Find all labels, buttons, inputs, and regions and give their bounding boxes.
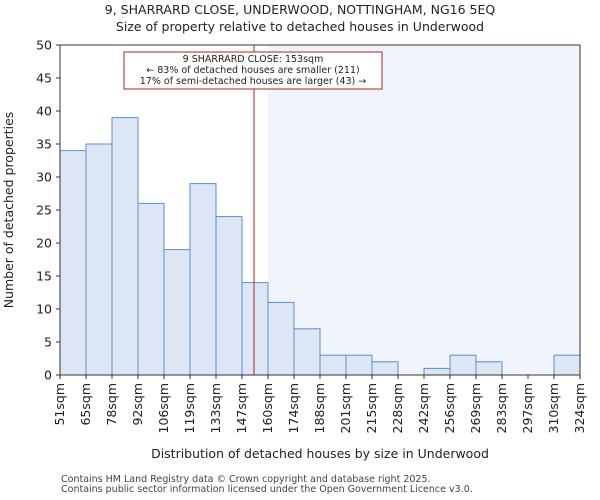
- bar-242sqm: [423, 367, 451, 376]
- bar-51sqm: [59, 150, 87, 376]
- x-tick-label: 256sqm: [442, 383, 457, 433]
- annotation-box: [123, 51, 383, 90]
- bar-133sqm: [215, 216, 243, 376]
- footer-line-2: Contains public sector information licen…: [61, 484, 473, 495]
- bar-188sqm: [319, 354, 347, 376]
- x-tick-label: 92sqm: [130, 383, 145, 426]
- x-tick-label: 119sqm: [182, 383, 197, 433]
- x-tick-label: 242sqm: [416, 383, 431, 433]
- y-tick-label: 0: [44, 368, 52, 383]
- y-tick-label: 50: [36, 38, 52, 53]
- x-tick-label: 201sqm: [338, 383, 353, 433]
- bar-106sqm: [163, 249, 191, 376]
- x-tick-label: 188sqm: [312, 383, 327, 433]
- x-tick-label: 78sqm: [104, 383, 119, 426]
- y-tick-label: 15: [36, 269, 52, 284]
- footer-line-1: Contains HM Land Registry data © Crown c…: [61, 474, 431, 485]
- y-tick-label: 35: [36, 137, 52, 152]
- x-axis-ticks: 51sqm 65sqm 78sqm 92sqm 106sqm 119sqm 133sqm 14…: [52, 375, 587, 433]
- x-tick-label: 297sqm: [520, 383, 535, 433]
- bar-310sqm: [553, 354, 581, 376]
- x-tick-label: 65sqm: [78, 383, 93, 426]
- x-tick-label: 228sqm: [390, 383, 405, 433]
- bar-119sqm: [189, 183, 217, 376]
- y-tick-label: 25: [36, 203, 52, 218]
- y-tick-label: 20: [36, 236, 52, 251]
- bar-78sqm: [111, 117, 139, 376]
- bar-174sqm: [293, 328, 321, 376]
- annotation-line-3: 17% of semi-detached houses are larger (…: [140, 76, 367, 87]
- bar-147sqm: [241, 282, 269, 376]
- y-axis-ticks: 0 5 10 15 20 25 30 35 40 45 50: [36, 38, 60, 383]
- x-tick-label: 324sqm: [572, 383, 587, 433]
- annotation-line-2: ← 83% of detached houses are smaller (21…: [146, 65, 359, 76]
- bar-201sqm: [345, 354, 373, 376]
- chart-subtitle: Size of property relative to detached ho…: [116, 19, 484, 34]
- bar-160sqm: [267, 301, 295, 376]
- bar-92sqm: [137, 202, 165, 376]
- bar-256sqm: [449, 354, 477, 376]
- x-tick-label: 133sqm: [208, 383, 223, 433]
- larger-region-shade: [268, 45, 580, 375]
- x-tick-label: 310sqm: [546, 383, 561, 433]
- x-tick-label: 269sqm: [468, 383, 483, 433]
- y-tick-label: 40: [36, 104, 52, 119]
- y-tick-label: 30: [36, 170, 52, 185]
- y-tick-label: 10: [36, 302, 52, 317]
- x-tick-label: 283sqm: [494, 383, 509, 433]
- x-tick-label: 51sqm: [52, 383, 67, 426]
- x-tick-label: 160sqm: [260, 383, 275, 433]
- x-tick-label: 147sqm: [234, 383, 249, 433]
- bars: [59, 117, 581, 376]
- x-axis-label: Distribution of detached houses by size …: [151, 446, 489, 461]
- x-tick-label: 106sqm: [156, 383, 171, 433]
- annotation-line-1: 9 SHARRARD CLOSE: 153sqm: [183, 54, 324, 65]
- y-axis-label: Number of detached properties: [1, 112, 16, 309]
- bar-269sqm: [475, 361, 503, 376]
- x-tick-label: 174sqm: [286, 383, 301, 433]
- x-tick-label: 215sqm: [364, 383, 379, 433]
- chart-title: 9, SHARRARD CLOSE, UNDERWOOD, NOTTINGHAM…: [105, 2, 496, 17]
- bar-65sqm: [85, 143, 113, 376]
- y-tick-label: 5: [44, 335, 52, 350]
- bar-215sqm: [371, 361, 399, 376]
- y-tick-label: 45: [36, 71, 52, 86]
